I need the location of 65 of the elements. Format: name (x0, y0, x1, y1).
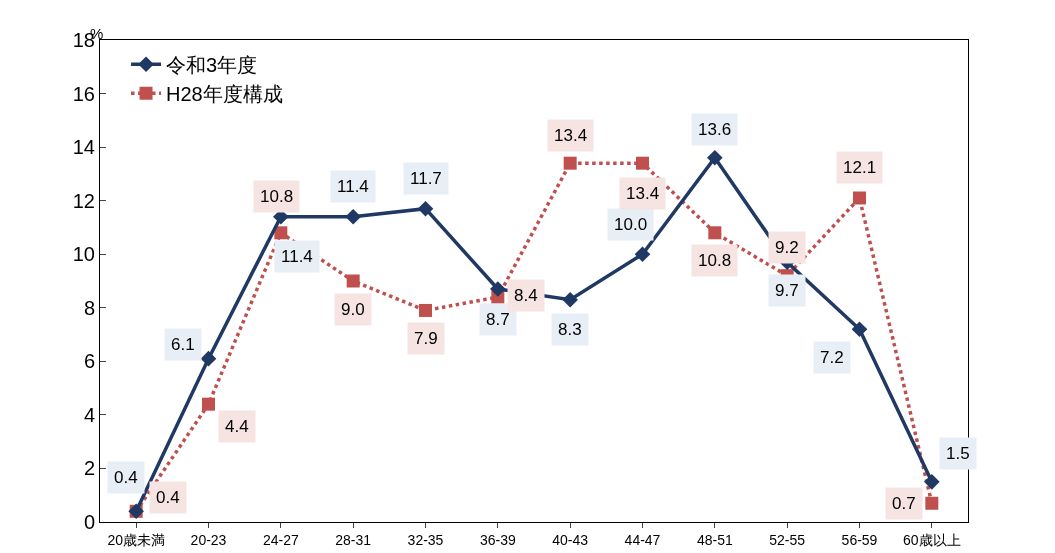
point (490, 281, 506, 297)
y-tick-label: 0 (83, 511, 95, 533)
data-label: 0.7 (892, 494, 916, 513)
data-label: 7.9 (414, 329, 438, 348)
point (417, 200, 434, 217)
data-label: 6.1 (171, 335, 195, 354)
data-label: 0.4 (156, 488, 180, 507)
x-tick-label: 56-59 (841, 531, 878, 548)
x-tick-label: 20-23 (190, 531, 227, 548)
point (636, 156, 649, 170)
point (924, 474, 940, 490)
x-tick-label: 28-31 (335, 531, 372, 548)
point (708, 226, 722, 240)
data-label: 9.7 (775, 281, 799, 300)
data-label: 8.7 (486, 310, 510, 329)
point (274, 226, 288, 240)
y-tick-label: 8 (83, 296, 95, 319)
data-label: 11.4 (337, 177, 369, 196)
x-tick-label: 52-55 (769, 531, 806, 548)
y-tick-label: 10 (72, 243, 95, 266)
y-tick-label: 12 (72, 189, 95, 212)
x-tick-label: 36-39 (479, 531, 516, 548)
y-tick-label: 16 (72, 82, 95, 105)
data-label: 13.4 (554, 126, 588, 145)
data-label: 7.2 (820, 348, 844, 367)
data-label: 0.4 (114, 468, 138, 487)
y-tick-label: 4 (83, 403, 95, 426)
data-label: 11.7 (410, 169, 442, 188)
data-label: 4.4 (225, 417, 249, 436)
data-label: 9.2 (775, 238, 799, 257)
data-label: 10.8 (698, 251, 732, 270)
x-tick-label: 48-51 (696, 531, 733, 548)
data-label: 1.5 (946, 444, 970, 463)
data-label: 10.0 (614, 215, 648, 234)
point (345, 208, 361, 225)
data-label: 10.8 (260, 187, 294, 206)
point (925, 496, 939, 510)
data-label: 13.6 (698, 120, 732, 139)
point (346, 274, 360, 288)
x-tick-label: 20歳未満 (107, 531, 165, 548)
point (851, 321, 868, 337)
data-label: 9.0 (341, 300, 365, 319)
point (202, 397, 215, 411)
point (634, 246, 651, 263)
x-tick-label: 40-43 (552, 531, 589, 548)
y-tick-label: 2 (83, 457, 95, 480)
x-tick-label: 24-27 (262, 531, 299, 548)
point (707, 150, 723, 166)
x-tick-label: 60歳以上 (903, 531, 961, 548)
data-label: 11.4 (281, 247, 313, 266)
data-label: 13.4 (626, 184, 660, 203)
point (562, 291, 578, 308)
data-label: 12.1 (843, 158, 877, 177)
point (853, 191, 866, 205)
x-tick-label: 32-35 (407, 531, 444, 548)
y-tick-label: 6 (83, 350, 95, 373)
y-tick-label: 14 (72, 136, 95, 159)
data-label: 8.4 (514, 286, 538, 305)
data-label: 8.3 (558, 320, 582, 339)
point (419, 303, 432, 317)
legend-label: H28年度構成 (166, 83, 283, 106)
x-tick-label: 44-47 (624, 531, 661, 548)
point (563, 156, 577, 170)
legend-label: 令和3年度 (166, 54, 258, 77)
point (200, 350, 217, 367)
